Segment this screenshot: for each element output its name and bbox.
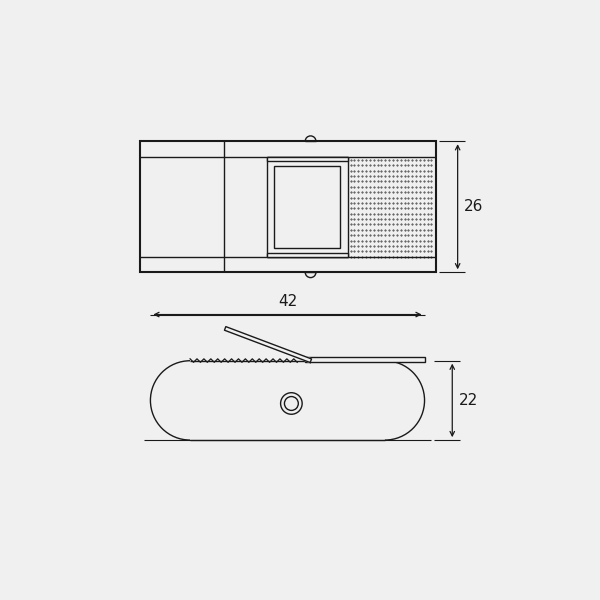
Text: 22: 22 xyxy=(458,393,478,408)
Text: 26: 26 xyxy=(464,199,483,214)
Polygon shape xyxy=(224,326,311,362)
Text: 42: 42 xyxy=(278,294,297,309)
Bar xyxy=(274,166,340,248)
Bar xyxy=(140,141,436,272)
Bar xyxy=(266,157,347,257)
Bar xyxy=(266,253,347,257)
Bar xyxy=(266,157,347,161)
Bar xyxy=(305,357,425,362)
